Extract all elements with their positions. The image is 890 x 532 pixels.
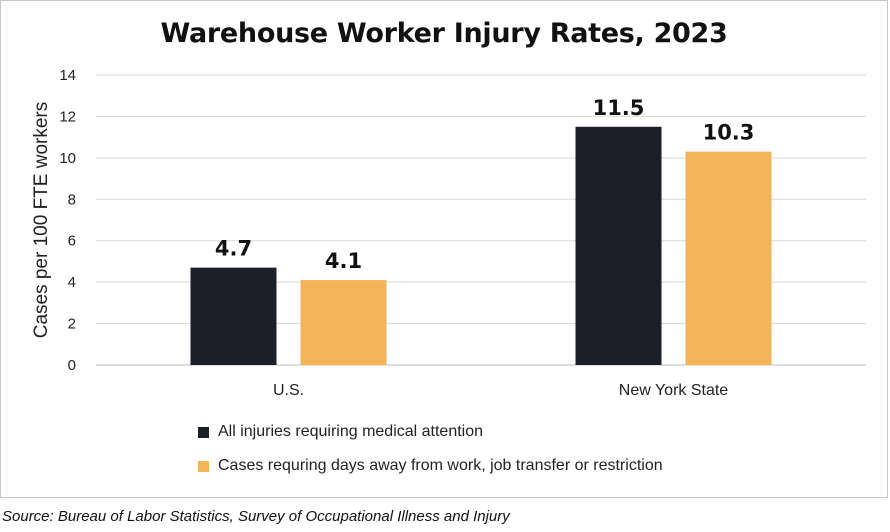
data-label-series-1-1: 4.7 [215, 237, 252, 261]
data-labels: 4.7 4.1 11.5 10.3 [215, 96, 755, 273]
y-tick-label-4: 4 [68, 274, 76, 291]
x-axis-categories: U.S. New York State [273, 382, 728, 399]
chart-plot: 0 2 4 6 8 10 12 14 4.7 4.1 11.5 10.3 U.S. New York … [31, 67, 866, 399]
legend-label-series-2: Cases requring days away from work, job … [218, 457, 663, 474]
x-category-label-1: U.S. [273, 382, 304, 399]
y-tick-label-6: 6 [68, 233, 76, 250]
legend-swatch-series-1 [198, 426, 209, 438]
y-axis-ticks: 0 2 4 6 8 10 12 14 [59, 67, 76, 374]
legend-item-series-1: All injuries requiring medical attention [198, 415, 663, 449]
data-label-series-2-1: 4.1 [325, 249, 362, 273]
chart-title: Warehouse Worker Injury Rates, 2023 [160, 18, 728, 49]
legend-swatch-series-2 [198, 460, 209, 472]
bar-series-1-1 [190, 267, 277, 365]
bars [190, 126, 772, 366]
y-tick-label-8: 8 [68, 191, 76, 208]
source-note: Source: Bureau of Labor Statistics, Surv… [2, 508, 510, 525]
y-tick-label-10: 10 [59, 150, 76, 167]
legend-item-series-2: Cases requring days away from work, job … [198, 449, 663, 483]
bar-series-2-2 [685, 151, 772, 365]
legend-label-series-1: All injuries requiring medical attention [218, 423, 484, 440]
bar-series-1-2 [575, 126, 662, 366]
y-tick-label-12: 12 [59, 108, 76, 125]
x-category-label-2: New York State [619, 382, 729, 399]
data-label-series-1-2: 11.5 [593, 96, 645, 120]
y-tick-label-2: 2 [68, 316, 76, 333]
y-tick-label-14: 14 [59, 67, 76, 84]
y-tick-label-0: 0 [68, 357, 76, 374]
data-label-series-2-2: 10.3 [703, 121, 755, 145]
y-axis-label: Cases per 100 FTE workers [31, 102, 52, 339]
bar-series-2-1 [300, 280, 387, 365]
legend: All injuries requiring medical attention… [198, 415, 663, 483]
